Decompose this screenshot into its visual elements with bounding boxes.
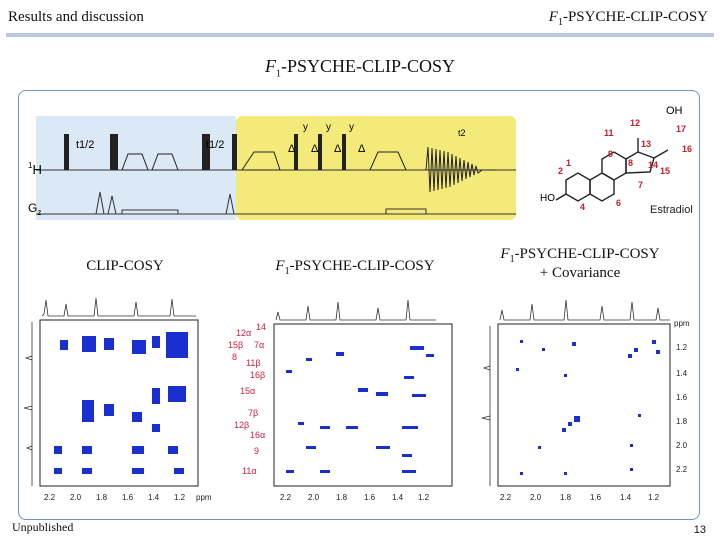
svg-text:11α: 11α — [242, 466, 257, 476]
svg-text:16β: 16β — [250, 370, 265, 380]
svg-text:2.2: 2.2 — [280, 493, 292, 502]
svg-text:1: 1 — [566, 158, 571, 168]
svg-text:7β: 7β — [248, 408, 258, 418]
svg-text:12: 12 — [630, 118, 640, 128]
svg-text:17: 17 — [676, 124, 686, 134]
svg-text:1.6: 1.6 — [590, 493, 602, 502]
delta-label-3: Δ — [334, 143, 342, 155]
svg-text:1.4: 1.4 — [148, 493, 160, 502]
svg-text:1.4: 1.4 — [676, 369, 688, 378]
gradient-shapes — [95, 191, 427, 215]
svg-text:16: 16 — [682, 144, 692, 154]
svg-text:1.2: 1.2 — [676, 343, 688, 352]
t2-label: t2 — [458, 128, 466, 138]
slide-header: Results and discussion F1-PSYCHE-CLIP-CO… — [0, 0, 720, 40]
covariance-spectrum: 2.2 2.0 1.8 1.6 1.4 1.2 ppm 1.2 1.4 1.6 1.8 2… — [481, 299, 690, 502]
svg-text:8: 8 — [628, 158, 633, 168]
svg-text:15α: 15α — [240, 386, 255, 396]
ho-label: HO — [540, 193, 555, 204]
svg-text:ppm: ppm — [196, 493, 212, 502]
svg-text:7α: 7α — [254, 340, 264, 350]
psyche-label: F1-PSYCHE-CLIP-COSY — [275, 258, 435, 277]
svg-text:1.2: 1.2 — [174, 493, 186, 502]
page-number: 13 — [693, 524, 706, 536]
svg-text:6: 6 — [616, 198, 621, 208]
svg-text:2: 2 — [558, 166, 563, 176]
svg-text:15β: 15β — [228, 340, 243, 350]
svg-text:11β: 11β — [246, 358, 261, 368]
svg-text:7: 7 — [638, 180, 643, 190]
svg-text:2.0: 2.0 — [308, 493, 320, 502]
svg-text:1.6: 1.6 — [676, 393, 688, 402]
t1-half-a: t1/2 — [76, 139, 94, 151]
svg-text:8: 8 — [232, 352, 237, 362]
svg-text:2.2: 2.2 — [44, 493, 56, 502]
oh-label: OH — [666, 105, 683, 117]
svg-text:ppm: ppm — [674, 319, 690, 328]
content-panel — [18, 90, 700, 520]
svg-text:1.8: 1.8 — [96, 493, 108, 502]
clip-cosy-spectrum: 2.2 2.0 1.8 1.6 1.4 1.2 ppm — [24, 297, 212, 502]
svg-text:1.8: 1.8 — [560, 493, 572, 502]
svg-text:2.2: 2.2 — [676, 465, 688, 474]
slide-title: F1-PSYCHE-CLIP-COSY — [264, 56, 456, 80]
molecule-name: Estradiol — [650, 204, 693, 216]
svg-text:2.0: 2.0 — [676, 441, 688, 450]
svg-text:12α: 12α — [236, 328, 251, 338]
svg-text:2.0: 2.0 — [70, 493, 82, 502]
topic-title: F1-PSYCHE-CLIP-COSY — [548, 9, 708, 28]
svg-text:2.0: 2.0 — [530, 493, 542, 502]
header-rule — [6, 33, 714, 37]
delta-label-2: Δ — [311, 143, 319, 155]
svg-text:2.2: 2.2 — [500, 493, 512, 502]
delta-label-4: Δ — [358, 143, 366, 155]
psyche-spectrum: 12α 14 15β 7α 8 11β 16β 15α 7β 12β 16α 9 11α 2… — [228, 299, 453, 502]
svg-text:4: 4 — [580, 202, 585, 212]
unpublished-note: Unpublished — [12, 520, 74, 534]
svg-text:1.2: 1.2 — [418, 493, 430, 502]
y-label-1: y — [303, 122, 308, 133]
covariance-label: F1-PSYCHE-CLIP-COSY + Covariance — [500, 246, 660, 281]
svg-text:9: 9 — [608, 149, 613, 159]
svg-text:11: 11 — [604, 128, 614, 138]
svg-text:15: 15 — [660, 166, 670, 176]
svg-text:1.6: 1.6 — [122, 493, 134, 502]
g-channel-label: Gz — [28, 201, 41, 217]
svg-text:14: 14 — [648, 160, 658, 170]
svg-text:1.4: 1.4 — [620, 493, 632, 502]
t1-half-b: t1/2 — [206, 139, 224, 151]
svg-text:16α: 16α — [250, 430, 265, 440]
fid-signal — [425, 146, 496, 193]
delta-label-1: Δ — [288, 143, 296, 155]
svg-text:1.6: 1.6 — [364, 493, 376, 502]
svg-text:14: 14 — [256, 322, 266, 332]
h-channel-label: 1H — [28, 161, 42, 177]
svg-text:13: 13 — [641, 139, 651, 149]
svg-text:1.8: 1.8 — [676, 417, 688, 426]
svg-text:1.2: 1.2 — [648, 493, 660, 502]
y-label-3: y — [349, 122, 354, 133]
y-label-2: y — [326, 122, 331, 133]
estradiol-structure: OH HO 12 11 9 8 13 17 16 15 14 7 6 4 2 1… — [540, 105, 693, 216]
svg-text:9: 9 — [254, 446, 259, 456]
clip-cosy-label: CLIP-COSY — [86, 258, 164, 274]
svg-text:1.8: 1.8 — [336, 493, 348, 502]
pulse-sequence-diagram: 1H Gz t1/2 t1/2 t2 y y y Δ Δ Δ Δ — [28, 116, 516, 220]
section-title: Results and discussion — [8, 9, 144, 25]
svg-text:12β: 12β — [234, 420, 249, 430]
yellow-block — [236, 116, 516, 220]
svg-text:1.4: 1.4 — [392, 493, 404, 502]
